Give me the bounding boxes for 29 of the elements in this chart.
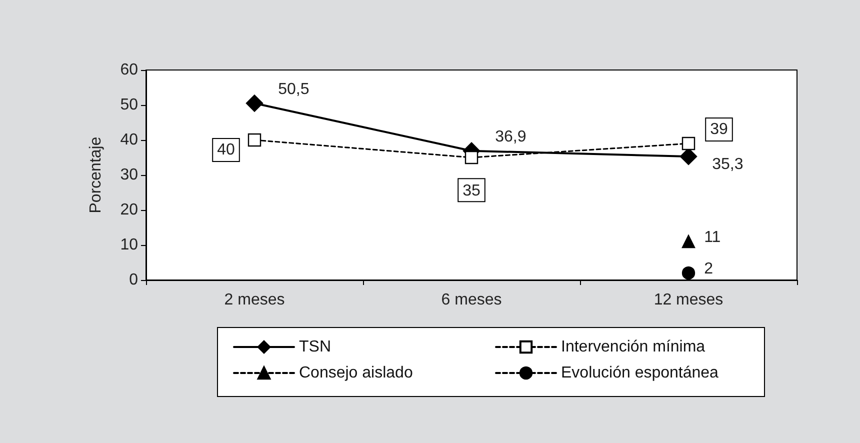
point — [682, 136, 696, 150]
point — [682, 266, 696, 280]
x-tick-label: 12 meses — [654, 292, 724, 308]
legend-label: TSN — [299, 338, 331, 356]
data-label: 35 — [462, 182, 480, 200]
data-label: 35,3 — [712, 156, 744, 173]
data-label: 50,5 — [278, 80, 310, 98]
y-axis-title: Porcentaje — [88, 136, 104, 214]
x-tick-label: 6 meses — [441, 292, 502, 308]
data-label: 2 — [704, 260, 714, 278]
data-label: 39 — [710, 121, 728, 138]
y-tick-label: 40 — [120, 132, 138, 148]
legend-label: Consejo aislado — [299, 364, 413, 382]
point — [248, 133, 262, 147]
y-tick-label: 30 — [120, 166, 138, 184]
y-tick-label: 20 — [120, 202, 138, 218]
y-tick-label: 10 — [120, 236, 138, 254]
y-tick-label: 50 — [120, 96, 138, 114]
legend-label: Intervención mínima — [561, 338, 706, 356]
legend-label: Evolución espontánea — [561, 364, 719, 382]
data-label: 40 — [217, 142, 235, 158]
data-label: 36,9 — [495, 128, 526, 146]
x-tick-label: 2 meses — [224, 292, 285, 308]
point — [682, 234, 696, 248]
point — [464, 150, 478, 164]
data-label: 11 — [704, 229, 721, 246]
y-tick-label: 60 — [120, 62, 138, 78]
point — [246, 94, 264, 112]
y-tick-label: 0 — [129, 272, 138, 288]
